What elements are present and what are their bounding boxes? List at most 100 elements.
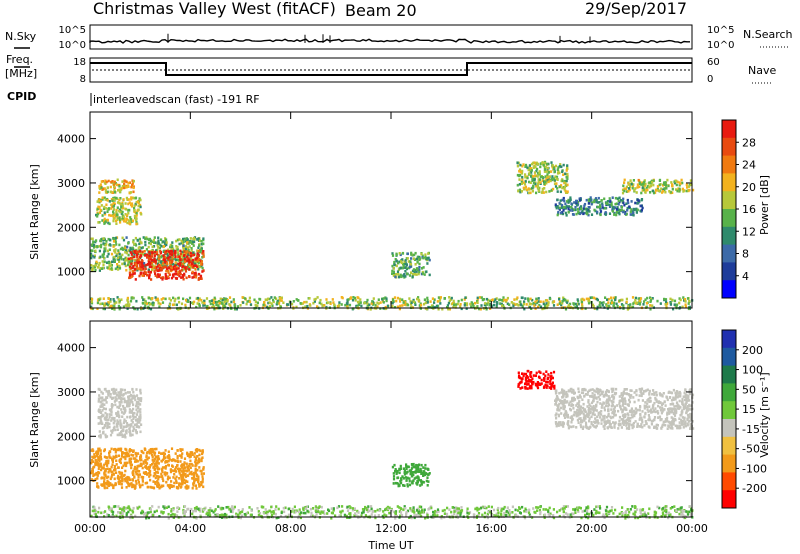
data-cell bbox=[116, 466, 120, 469]
data-cell bbox=[638, 387, 641, 391]
data-cell bbox=[103, 187, 106, 190]
data-cell bbox=[332, 301, 335, 304]
data-cell bbox=[678, 301, 681, 305]
data-cell bbox=[516, 164, 519, 168]
noise-panel-frame bbox=[89, 24, 693, 50]
data-cell bbox=[120, 397, 123, 400]
data-cell bbox=[196, 238, 199, 241]
data-cell bbox=[690, 414, 693, 418]
data-cell bbox=[97, 458, 100, 462]
data-cell bbox=[408, 265, 411, 269]
data-cell bbox=[632, 413, 635, 416]
data-cell bbox=[133, 255, 136, 259]
data-cell bbox=[630, 200, 633, 203]
data-cell bbox=[518, 183, 521, 186]
data-cell bbox=[132, 469, 135, 473]
data-cell bbox=[129, 216, 132, 219]
data-cell bbox=[138, 197, 141, 200]
data-cell bbox=[371, 303, 375, 306]
data-cell bbox=[415, 463, 418, 467]
data-cell bbox=[128, 271, 131, 274]
data-cell bbox=[150, 453, 154, 457]
data-cell bbox=[424, 467, 427, 470]
data-cell bbox=[625, 202, 628, 205]
data-cell bbox=[520, 172, 524, 175]
colorbar-tick-label: 20 bbox=[742, 181, 756, 194]
data-cell bbox=[122, 198, 125, 201]
data-cell bbox=[106, 423, 109, 427]
data-cell bbox=[393, 260, 396, 264]
data-cell bbox=[100, 390, 103, 394]
data-cell bbox=[551, 381, 554, 385]
data-cell bbox=[161, 278, 164, 281]
data-cell bbox=[579, 419, 583, 422]
data-cell bbox=[272, 300, 275, 304]
data-cell bbox=[196, 302, 199, 305]
data-cell bbox=[391, 305, 394, 308]
data-cell bbox=[609, 200, 612, 203]
data-cell bbox=[121, 210, 124, 214]
data-cell bbox=[559, 421, 562, 424]
data-cell bbox=[501, 298, 504, 302]
data-cell bbox=[578, 407, 581, 411]
data-cell bbox=[405, 303, 408, 307]
data-cell bbox=[106, 413, 109, 416]
data-cell bbox=[127, 396, 130, 399]
data-cell bbox=[614, 196, 617, 200]
data-cell bbox=[112, 217, 115, 220]
data-cell bbox=[104, 462, 107, 465]
data-cell bbox=[556, 205, 559, 208]
data-cell bbox=[632, 213, 635, 217]
data-cell bbox=[115, 222, 118, 225]
data-cell bbox=[145, 273, 149, 277]
data-cell bbox=[353, 296, 357, 300]
data-cell bbox=[105, 482, 108, 486]
data-cell bbox=[472, 305, 475, 308]
data-cell bbox=[123, 182, 126, 186]
data-cell bbox=[641, 186, 644, 189]
data-cell bbox=[194, 459, 197, 462]
data-cell bbox=[192, 275, 195, 279]
data-cell bbox=[617, 409, 620, 413]
data-cell bbox=[165, 480, 168, 484]
data-cell bbox=[408, 297, 411, 300]
data-cell bbox=[99, 465, 102, 468]
data-cell bbox=[184, 466, 187, 469]
data-cell bbox=[577, 210, 580, 214]
data-cell bbox=[455, 303, 458, 306]
data-cell bbox=[270, 296, 273, 299]
data-cell bbox=[617, 211, 621, 214]
data-cell bbox=[215, 303, 218, 307]
data-cell bbox=[187, 474, 190, 477]
data-cell bbox=[483, 303, 486, 307]
data-cell bbox=[550, 161, 553, 164]
data-cell bbox=[549, 179, 552, 183]
data-cell bbox=[135, 460, 138, 463]
data-cell bbox=[417, 478, 420, 482]
data-cell bbox=[532, 380, 535, 384]
data-cell bbox=[683, 391, 686, 395]
data-cell bbox=[562, 209, 565, 212]
data-cell bbox=[99, 245, 103, 249]
data-cell bbox=[603, 424, 606, 427]
data-cell bbox=[634, 412, 637, 415]
data-cell bbox=[201, 252, 204, 255]
data-cell bbox=[115, 208, 118, 212]
data-cell bbox=[144, 472, 147, 475]
data-cell bbox=[538, 172, 541, 176]
data-cell bbox=[630, 208, 633, 211]
data-cell bbox=[127, 404, 130, 408]
data-cell bbox=[572, 388, 575, 392]
data-cell bbox=[175, 258, 178, 262]
data-cell bbox=[131, 259, 134, 262]
data-cell bbox=[631, 426, 634, 430]
data-cell bbox=[394, 275, 397, 279]
data-cell bbox=[198, 257, 201, 261]
data-cell bbox=[164, 251, 167, 255]
data-cell bbox=[133, 258, 136, 262]
data-cell bbox=[134, 217, 138, 221]
data-cell bbox=[649, 296, 652, 299]
data-cell bbox=[111, 483, 114, 487]
data-cell bbox=[115, 422, 118, 425]
data-cell bbox=[519, 170, 522, 174]
